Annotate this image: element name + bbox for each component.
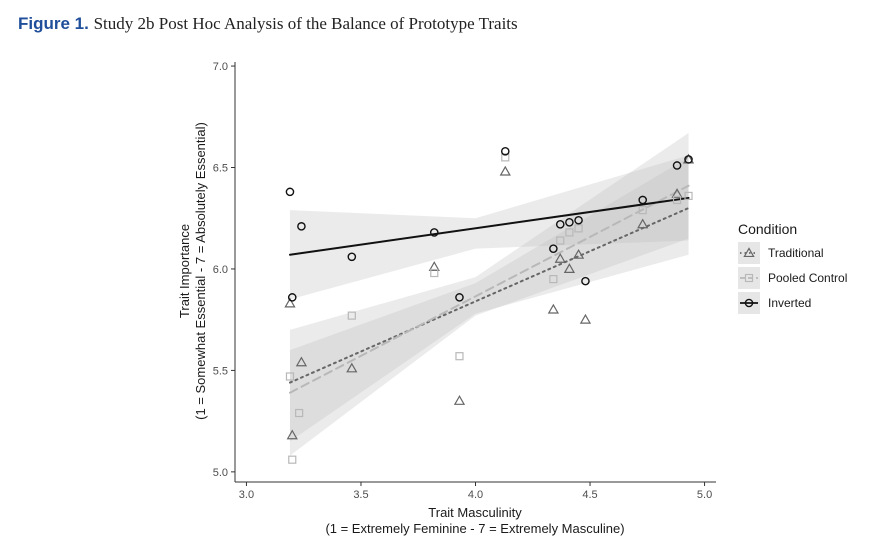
data-point <box>555 220 565 229</box>
data-point <box>638 206 647 215</box>
data-point <box>579 313 592 324</box>
data-point <box>347 252 357 262</box>
data-point <box>684 191 693 201</box>
data-point <box>554 253 566 263</box>
data-points <box>284 146 695 464</box>
y-axis-title-line1: Trait Importance <box>177 224 192 318</box>
data-point <box>295 356 308 367</box>
x-axis-title-line2: (1 = Extremely Feminine - 7 = Extremely … <box>325 521 624 536</box>
axes: 3.0 3.5 4.0 4.5 5.0 5.0 5.5 6.0 6.5 7.0 <box>213 61 716 501</box>
x-axis-title-line1: Trait Masculinity <box>428 505 522 520</box>
data-point <box>428 261 440 271</box>
legend: Condition Traditional Pooled Control Inver… <box>738 221 847 314</box>
data-point <box>563 263 576 274</box>
data-point <box>285 187 295 197</box>
legend-label: Traditional <box>768 246 824 260</box>
y-tick-label: 7.0 <box>213 61 228 73</box>
data-point <box>565 217 574 227</box>
x-tick-label: 3.5 <box>353 489 368 501</box>
data-point <box>500 146 510 156</box>
data-point <box>430 268 439 278</box>
y-tick-label: 5.5 <box>213 365 228 377</box>
data-point <box>672 195 682 205</box>
y-ticks: 5.0 5.5 6.0 6.5 7.0 <box>213 61 235 479</box>
fit-line <box>288 184 690 394</box>
data-point <box>549 275 558 284</box>
data-point <box>453 395 466 405</box>
data-point <box>565 228 574 237</box>
data-point <box>574 215 583 225</box>
data-point <box>556 236 565 245</box>
y-tick-label: 5.0 <box>213 467 228 479</box>
figure-label: Figure 1. <box>18 14 89 33</box>
legend-key-marker <box>744 298 754 308</box>
legend-title: Condition <box>738 221 797 237</box>
data-point <box>574 224 583 233</box>
data-point <box>638 195 648 205</box>
data-point <box>285 372 295 381</box>
fit-line <box>288 196 690 256</box>
data-point <box>581 276 590 286</box>
data-point <box>297 222 306 231</box>
fit-line <box>288 207 690 384</box>
data-point <box>549 244 558 253</box>
y-tick-label: 6.5 <box>213 163 228 175</box>
data-point <box>637 218 649 229</box>
fit-lines <box>288 184 690 394</box>
figure-caption: Figure 1. Study 2b Post Hoc Analysis of … <box>18 14 518 34</box>
data-point <box>295 408 304 418</box>
data-point <box>284 297 296 308</box>
x-ticks: 3.0 3.5 4.0 4.5 5.0 <box>239 482 712 501</box>
x-tick-label: 4.5 <box>582 489 597 501</box>
x-tick-label: 4.0 <box>468 489 483 501</box>
confidence-band <box>289 157 689 442</box>
data-point <box>501 153 510 162</box>
x-tick-label: 5.0 <box>697 489 712 501</box>
legend-key-marker <box>744 273 754 283</box>
data-point <box>429 228 439 237</box>
y-tick-label: 6.0 <box>213 264 228 276</box>
data-point <box>346 362 358 373</box>
figure-title: Study 2b Post Hoc Analysis of the Balanc… <box>93 14 518 33</box>
data-point <box>347 311 356 320</box>
data-point <box>671 188 683 198</box>
data-point <box>572 248 585 259</box>
data-point <box>287 293 297 302</box>
data-point <box>288 455 297 464</box>
data-point <box>455 352 464 361</box>
legend-label: Pooled Control <box>768 271 847 285</box>
data-point <box>684 155 693 164</box>
data-point <box>547 303 560 314</box>
data-point <box>672 161 682 170</box>
legend-key-marker <box>743 247 755 258</box>
legend-items: Traditional Pooled Control Inverted <box>738 242 847 314</box>
confidence-band <box>289 155 689 300</box>
data-point <box>286 429 298 440</box>
x-tick-label: 3.0 <box>239 489 254 501</box>
data-point <box>499 165 511 176</box>
data-point <box>455 293 464 302</box>
legend-label: Inverted <box>768 296 811 310</box>
y-axis-title-line2: (1 = Somewhat Essential - 7 = Absolutely… <box>193 122 208 420</box>
